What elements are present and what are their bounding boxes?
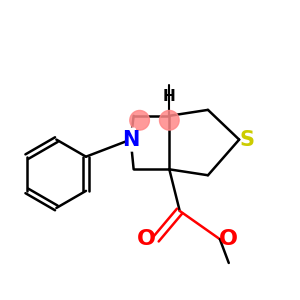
Text: S: S <box>239 130 254 150</box>
Text: H: H <box>163 89 176 104</box>
Text: N: N <box>122 130 140 150</box>
Text: O: O <box>137 229 156 249</box>
Circle shape <box>160 110 179 130</box>
Text: O: O <box>219 229 238 249</box>
Circle shape <box>130 110 149 130</box>
